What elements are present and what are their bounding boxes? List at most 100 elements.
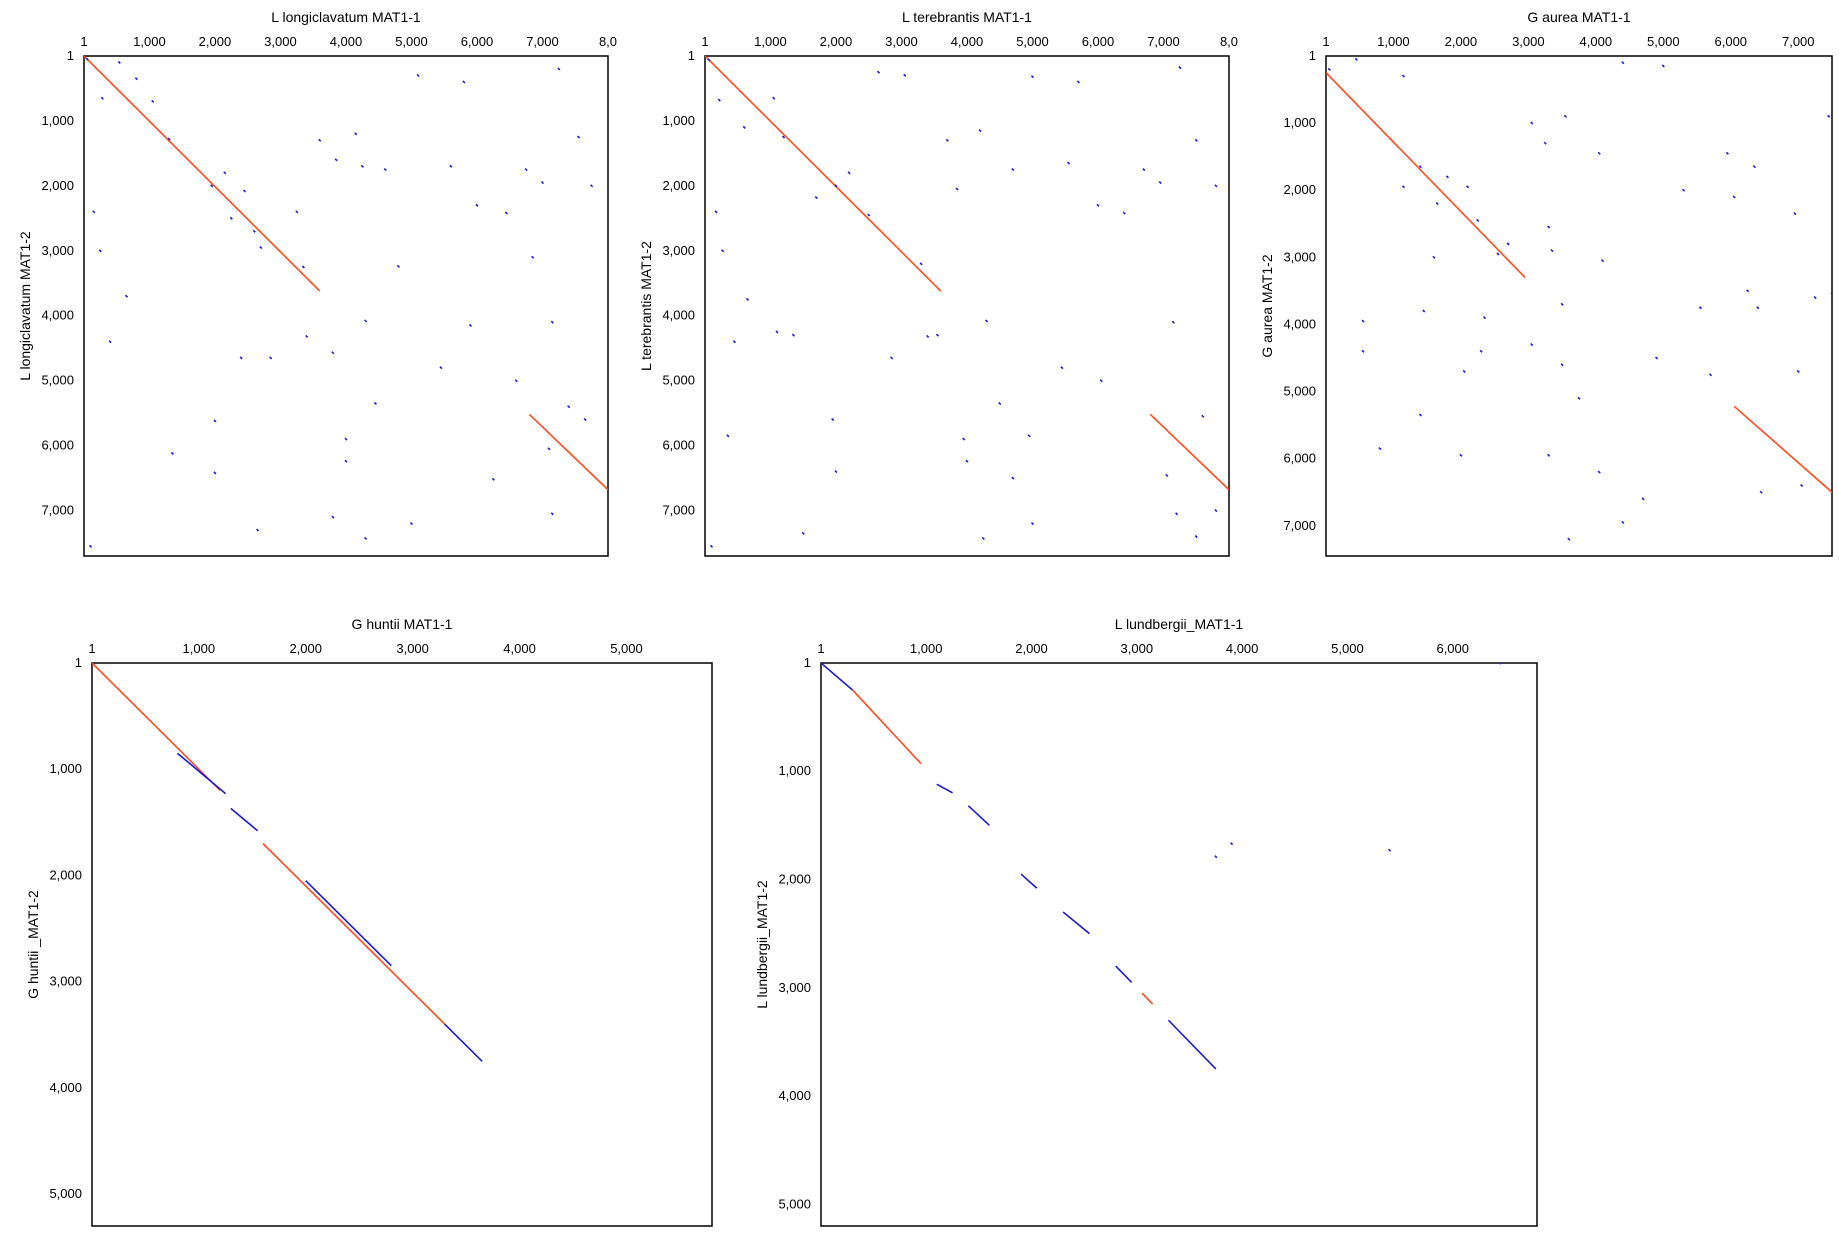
match-point-blue <box>1142 168 1146 172</box>
match-point-blue <box>242 189 246 193</box>
y-tick-label: 7,000 <box>662 503 695 518</box>
y-tick-label: 2,000 <box>1283 182 1316 197</box>
y-tick-label: 1,000 <box>1283 115 1316 130</box>
match-point-blue <box>590 184 594 188</box>
match-point-blue <box>1327 67 1331 71</box>
x-tick-label: 2,000 <box>1015 641 1048 656</box>
match-point-blue <box>1230 842 1234 846</box>
y-tick-label: 1 <box>1309 48 1316 63</box>
match-line-blue <box>230 807 259 832</box>
y-tick-label: 6,000 <box>662 438 695 453</box>
y-tick-label: 5,000 <box>49 1186 82 1201</box>
match-point-blue <box>1214 508 1218 513</box>
x-tick-label: 5,000 <box>1016 34 1049 49</box>
match-point-blue <box>935 333 940 337</box>
match-marks <box>92 663 483 1062</box>
match-line-blue <box>1062 911 1090 935</box>
match-point-blue <box>745 297 750 302</box>
match-marks <box>1326 57 1832 541</box>
x-tick-label: 1 <box>1322 34 1329 49</box>
x-tick-label: 1,000 <box>1377 34 1410 49</box>
match-line-red <box>1149 413 1229 491</box>
match-point-blue <box>1752 165 1756 169</box>
x-tick-label: 5,000 <box>395 34 428 49</box>
match-line-red <box>851 689 922 765</box>
match-point-blue <box>1759 490 1763 494</box>
y-tick-label: 1,000 <box>662 113 695 128</box>
match-point-blue <box>1560 302 1564 306</box>
match-point-blue <box>108 340 112 344</box>
x-tick-label: 5,000 <box>1647 34 1680 49</box>
match-point-blue <box>1445 175 1449 179</box>
x-tick-label: 5,000 <box>1331 641 1364 656</box>
match-point-blue <box>85 57 89 61</box>
match-point-blue <box>1681 188 1686 192</box>
x-tick-label: 7,000 <box>526 34 559 49</box>
match-point-blue <box>1567 537 1571 541</box>
match-point-blue <box>1178 66 1182 70</box>
y-tick-label: 7,000 <box>41 503 74 518</box>
match-line-blue <box>444 1023 483 1062</box>
match-line-blue <box>305 880 392 967</box>
match-point-blue <box>1708 373 1713 377</box>
x-tick-label: 1,000 <box>133 34 166 49</box>
match-point-blue <box>124 294 129 298</box>
match-point-blue <box>88 544 93 548</box>
y-tick-label: 1,000 <box>41 113 74 128</box>
match-point-blue <box>1796 369 1800 373</box>
match-point-blue <box>1530 342 1534 347</box>
match-point-blue <box>151 99 155 103</box>
x-tick-label: 6,000 <box>1715 34 1748 49</box>
match-point-blue <box>396 264 400 268</box>
y-tick-label: 4,000 <box>1283 316 1316 331</box>
match-point-blue <box>1214 184 1218 188</box>
x-tick-label: 4,000 <box>503 641 536 656</box>
plot-frame <box>1325 55 1833 557</box>
match-point-blue <box>583 418 587 422</box>
match-point-blue <box>1496 252 1500 256</box>
match-point-blue <box>295 210 299 214</box>
match-point-blue <box>1732 195 1736 199</box>
match-point-blue <box>1011 476 1015 480</box>
match-point-blue <box>1066 161 1071 165</box>
plot-frame <box>820 662 1538 1227</box>
y-tick-label: 7,000 <box>1283 518 1316 533</box>
match-point-blue <box>409 521 414 526</box>
match-marks <box>821 663 1502 1070</box>
x-tick-label: 1 <box>701 34 708 49</box>
match-point-blue <box>1661 64 1665 68</box>
match-point-blue <box>1506 242 1510 246</box>
match-point-blue <box>1641 497 1645 501</box>
y-tick-label: 4,000 <box>41 308 74 323</box>
match-point-blue <box>416 73 420 77</box>
x-tick-label: 6,000 <box>1436 641 1469 656</box>
match-point-blue <box>514 379 518 383</box>
match-point-blue <box>1214 855 1218 859</box>
match-point-blue <box>239 356 243 360</box>
match-point-blue <box>945 138 949 142</box>
panel-title: G huntii MAT1-1 <box>352 616 453 632</box>
match-point-blue <box>1813 296 1817 300</box>
match-point-blue <box>1547 225 1551 229</box>
y-tick-label: 2,000 <box>41 178 74 193</box>
x-tick-label: 4,000 <box>951 34 984 49</box>
match-point-blue <box>364 536 368 541</box>
y-tick-label: 2,000 <box>778 871 811 886</box>
match-point-blue <box>903 73 907 77</box>
x-tick-label: 1 <box>88 641 95 656</box>
match-point-blue <box>1459 453 1463 457</box>
x-tick-label: 5,000 <box>610 641 643 656</box>
match-point-blue <box>449 164 453 168</box>
match-point-blue <box>721 249 725 253</box>
match-point-blue <box>354 132 358 136</box>
y-tick-label: 2,000 <box>662 178 695 193</box>
match-marks <box>84 56 608 548</box>
x-tick-label: 2,000 <box>820 34 853 49</box>
match-point-blue <box>1171 320 1175 324</box>
match-point-blue <box>1550 249 1554 253</box>
x-tick-label: 7,000 <box>1147 34 1180 49</box>
match-line-red <box>1141 992 1154 1005</box>
match-point-blue <box>504 211 509 215</box>
match-point-blue <box>1479 349 1483 353</box>
